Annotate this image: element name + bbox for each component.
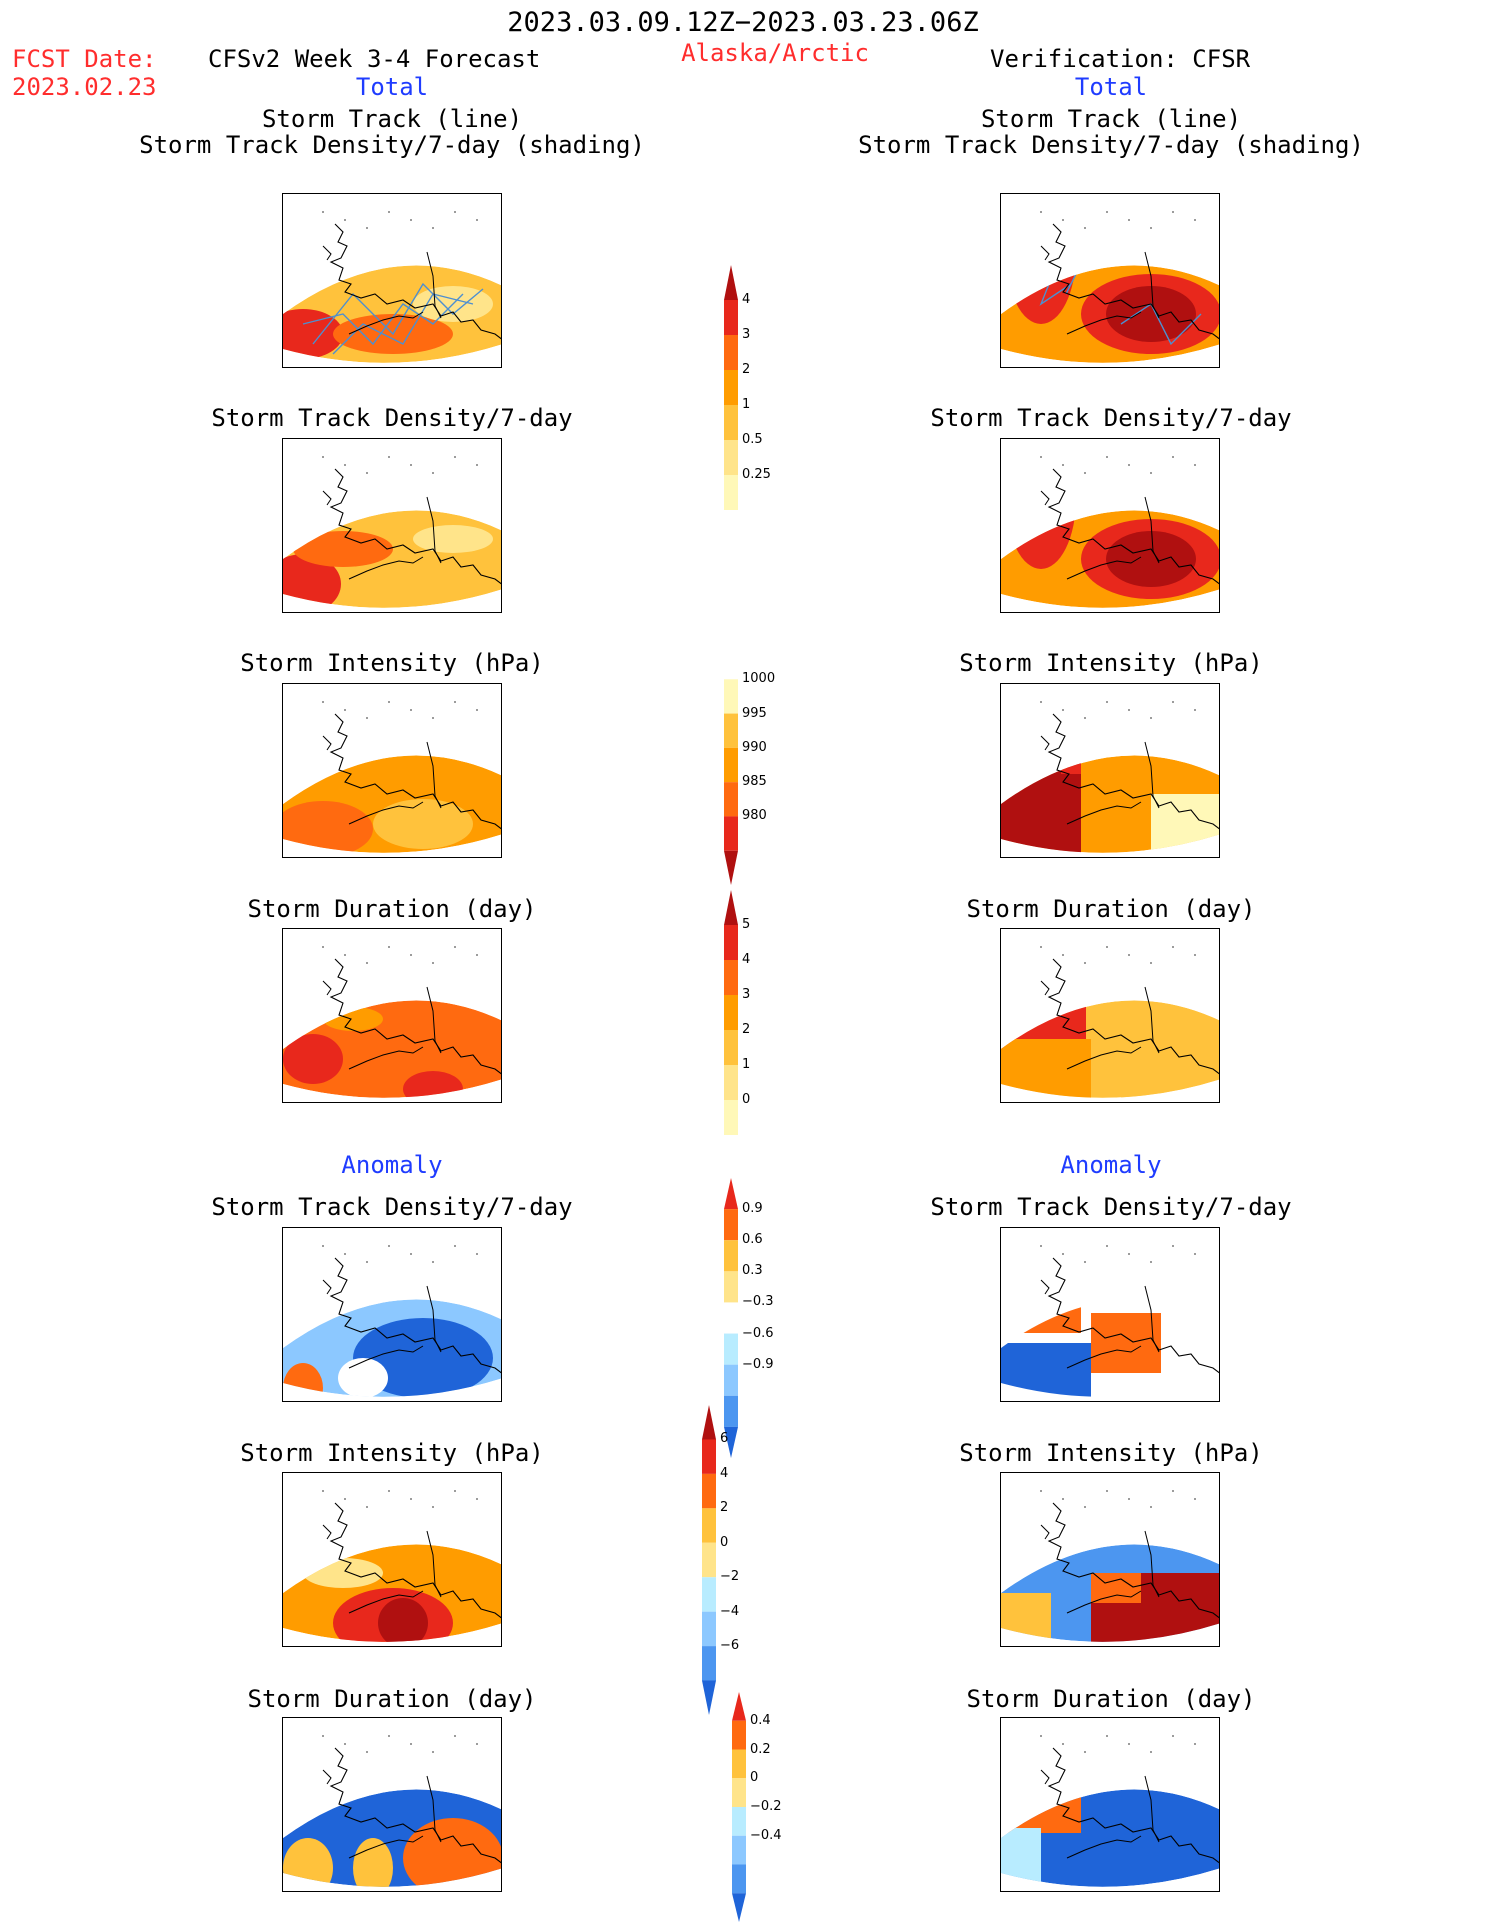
colorbar-tick-label: 1000 [742,671,776,687]
colorbar-tick-label: 990 [742,739,767,755]
colorbar-tick-label: 6 [720,1431,729,1447]
colorbar-tick-label: 2 [742,1022,751,1037]
colorbar-tick-label: −4 [720,1603,740,1619]
right-intensity-anom-title: Storm Intensity (hPa) [959,1439,1263,1467]
left-track-line-title: Storm Track (line) [261,105,523,133]
colorbar-tick-label: 1 [742,1057,751,1072]
left-duration-title: Storm Duration (day) [247,895,537,923]
colorbar-intensity: 1000 995 990 985 980 [722,645,782,885]
map-fcst-intensity [282,683,502,858]
model-title: CFSv2 Week 3-4 Forecast [208,45,541,73]
map-cfsr-duration [1000,928,1220,1103]
colorbar-tick-label: 4 [742,292,751,307]
right-density-anom-title: Storm Track Density/7-day [930,1193,1292,1221]
colorbar-tick-label: −0.9 [742,1356,774,1372]
map-fcst-duration-anom [282,1717,502,1892]
left-track-density-shading-title: Storm Track Density/7-day (shading) [139,131,645,159]
map-fcst-density-anom [282,1227,502,1402]
colorbar-tick-label: 0.9 [742,1201,763,1217]
left-anomaly-label: Anomaly [341,1151,443,1179]
colorbar-tick-label: 995 [742,705,767,721]
map-fcst-density [282,438,502,613]
left-intensity-anom-title: Storm Intensity (hPa) [240,1439,544,1467]
map-cfsr-density-anom [1000,1227,1220,1402]
colorbar-tick-label: 1 [742,397,751,412]
map-cfsr-density [1000,438,1220,613]
colorbar-tick-label: 4 [720,1465,729,1481]
colorbar-tick-label: 0 [750,1770,759,1786]
colorbar-tick-label: −0.6 [742,1325,774,1341]
colorbar-tick-label: −2 [720,1569,740,1585]
left-track-density-title: Storm Track Density/7-day [211,404,573,432]
colorbar-density: 4 3 2 1 0.5 0.25 [722,265,782,545]
map-cfsr-intensity-anom [1000,1472,1220,1647]
colorbar-duration-anom: 0.4 0.2 0 −0.2 −0.4 [730,1692,790,1922]
colorbar-tick-label: 5 [742,917,751,932]
colorbar-tick-label: 0 [720,1534,729,1550]
map-cfsr-intensity [1000,683,1220,858]
colorbar-tick-label: 2 [720,1500,729,1516]
colorbar-tick-label: 0 [742,1092,751,1107]
verification-title: Verification: CFSR [990,45,1251,73]
right-intensity-title: Storm Intensity (hPa) [959,649,1263,677]
colorbar-duration: 5 4 3 2 1 0 [722,890,782,1170]
map-fcst-duration [282,928,502,1103]
forecast-period: 2023.03.09.12Z−2023.03.23.06Z [507,7,979,38]
map-fcst-intensity-anom [282,1472,502,1647]
map-cfsr-duration-anom [1000,1717,1220,1892]
colorbar-tick-label: −0.3 [742,1294,774,1310]
right-track-density-title: Storm Track Density/7-day [930,404,1292,432]
colorbar-tick-label: 0.4 [750,1712,771,1728]
colorbar-intensity-anom: 6 4 2 0 −2 −4 −6 [700,1405,760,1715]
colorbar-tick-label: 0.2 [750,1741,771,1757]
fcst-date-label: FCST Date: [12,45,157,73]
colorbar-tick-label: −0.2 [750,1799,782,1814]
left-density-anom-title: Storm Track Density/7-day [211,1193,573,1221]
colorbar-tick-label: 980 [742,808,767,824]
colorbar-tick-label: 3 [742,987,751,1002]
left-intensity-title: Storm Intensity (hPa) [240,649,544,677]
right-duration-title: Storm Duration (day) [966,895,1256,923]
colorbar-tick-label: 2 [742,362,751,377]
colorbar-tick-label: 0.5 [742,432,763,447]
colorbar-tick-label: −6 [720,1638,740,1654]
right-anomaly-label: Anomaly [1060,1151,1162,1179]
region-title: Alaska/Arctic [681,39,869,67]
fcst-date-value: 2023.02.23 [12,73,157,101]
left-duration-anom-title: Storm Duration (day) [247,1685,537,1713]
colorbar-tick-label: 3 [742,327,751,342]
colorbar-tick-label: 985 [742,774,767,790]
map-fcst-track [282,193,502,368]
colorbar-density-anom: 0.9 0.6 0.3 −0.3 −0.6 −0.9 [722,1178,782,1458]
colorbar-tick-label: 0.6 [742,1232,763,1248]
right-duration-anom-title: Storm Duration (day) [966,1685,1256,1713]
left-total-label: Total [355,73,429,101]
colorbar-tick-label: 0.25 [742,467,771,482]
colorbar-tick-label: 0.3 [742,1263,763,1279]
colorbar-tick-label: −0.4 [750,1827,782,1843]
map-cfsr-track [1000,193,1220,368]
right-track-line-title: Storm Track (line) [980,105,1242,133]
right-track-density-shading-title: Storm Track Density/7-day (shading) [858,131,1364,159]
right-total-label: Total [1074,73,1148,101]
colorbar-tick-label: 4 [742,952,751,967]
